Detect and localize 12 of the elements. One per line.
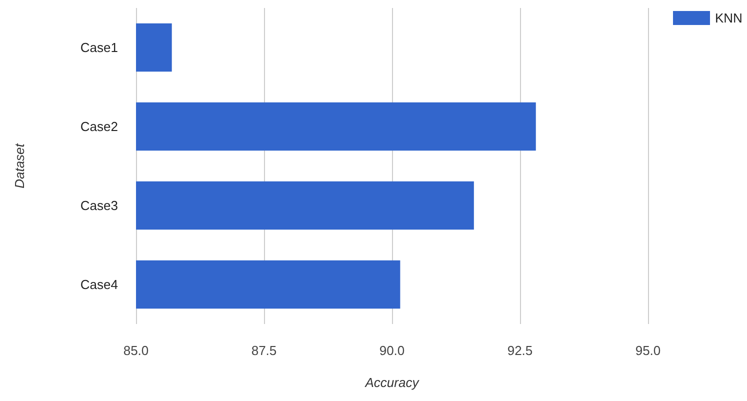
x-tick-label: 92.5 — [507, 343, 533, 358]
y-tick-label: Case4 — [80, 277, 118, 292]
legend-label: KNN — [715, 10, 742, 26]
y-tick-label: Case1 — [80, 40, 118, 55]
x-tick-label: 90.0 — [379, 343, 405, 358]
x-axis-title: Accuracy — [364, 375, 420, 390]
x-tick-label: 87.5 — [251, 343, 277, 358]
y-tick-label: Case3 — [80, 198, 118, 213]
x-tick-label: 85.0 — [123, 343, 149, 358]
y-tick-label: Case2 — [80, 119, 118, 134]
y-axis-title: Dataset — [12, 142, 27, 188]
x-tick-label: 95.0 — [635, 343, 661, 358]
